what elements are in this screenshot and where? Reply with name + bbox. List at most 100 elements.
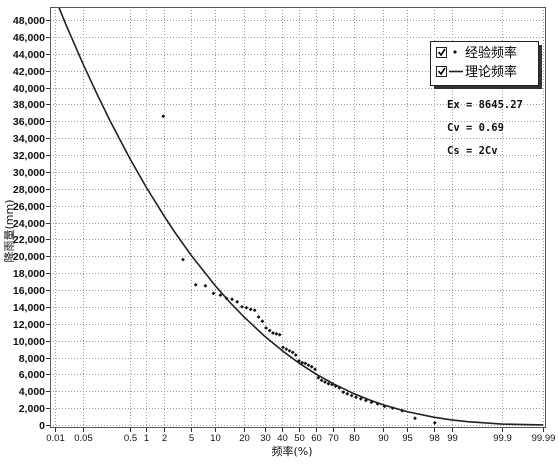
- x-tick-label: 99.9: [493, 433, 512, 444]
- legend-label: 经验频率: [465, 45, 517, 61]
- empirical-data-point: [267, 328, 272, 333]
- empirical-data-point: [271, 331, 275, 335]
- x-tick-label: 0.05: [74, 433, 93, 444]
- empirical-data-point: [244, 305, 249, 310]
- y-tick-label: 32,000: [13, 150, 45, 162]
- x-tick-label: 99.99: [532, 433, 556, 444]
- legend: 经验频率 理论频率: [430, 41, 542, 89]
- empirical-data-point: [432, 421, 437, 425]
- x-tick-label: 0.01: [46, 433, 65, 444]
- y-tick-label: 12,000: [13, 319, 45, 331]
- parameter-annotations: Ex = 8645.27 Cv = 0.69 Cs = 2Cv: [447, 99, 523, 157]
- y-tick-label: 30,000: [13, 167, 45, 179]
- legend-checkbox[interactable]: [436, 66, 447, 77]
- x-tick-label: 2: [162, 433, 167, 444]
- y-axis-title: 降雨量(mm): [2, 199, 16, 262]
- empirical-data-point: [323, 380, 327, 384]
- empirical-data-point: [309, 364, 314, 369]
- empirical-data-point: [330, 382, 334, 387]
- empirical-data-point: [181, 257, 185, 262]
- x-tick-label: 70: [328, 433, 339, 444]
- x-tick-label: 60: [311, 433, 322, 444]
- x-tick-label: 50: [294, 433, 305, 444]
- x-tick-label: 20: [239, 433, 250, 444]
- empirical-data-point: [341, 390, 346, 394]
- empirical-data-point: [354, 395, 358, 400]
- empirical-data-point: [358, 396, 363, 401]
- x-tick-label: 80: [349, 433, 360, 444]
- legend-marker-diamond: [453, 50, 457, 54]
- empirical-data-point: [349, 393, 354, 398]
- empirical-data-point: [300, 360, 305, 365]
- x-axis-title: 频率(%): [271, 444, 312, 458]
- y-tick-label: 24,000: [13, 218, 45, 230]
- empirical-data-point: [287, 348, 292, 353]
- empirical-data-point: [256, 315, 261, 319]
- axis-ticks: 0 2,000 4,000 6,000 8,000 10,000 12,000 14,000 1…: [13, 15, 556, 444]
- y-tick-label: 38,000: [13, 99, 45, 111]
- empirical-data-point: [248, 307, 253, 312]
- y-tick-label: 28,000: [13, 184, 45, 196]
- empirical-data-point: [316, 375, 321, 380]
- empirical-data-point: [319, 378, 324, 383]
- empirical-data-point: [230, 297, 234, 302]
- empirical-data-point: [326, 381, 331, 386]
- x-tick-label: 1: [144, 433, 149, 444]
- empirical-data-point: [264, 326, 268, 330]
- y-tick-label: 10,000: [13, 336, 45, 348]
- empirical-data-point: [235, 299, 240, 304]
- empirical-data-point: [260, 319, 265, 324]
- empirical-data-point: [203, 283, 208, 288]
- legend-checkbox[interactable]: [436, 47, 447, 58]
- check-icon: [437, 67, 446, 76]
- annotation-cs: Cs = 2Cv: [447, 145, 498, 157]
- y-tick-label: 8,000: [19, 353, 45, 365]
- y-tick-label: 42,000: [13, 66, 45, 78]
- legend-box: [430, 41, 539, 86]
- y-tick-label: 48,000: [13, 15, 45, 27]
- y-tick-label: 26,000: [13, 201, 45, 213]
- empirical-data-point: [218, 293, 223, 297]
- y-tick-label: 44,000: [13, 49, 45, 61]
- y-tick-label: 40,000: [13, 83, 45, 95]
- theoretical-frequency-curve: [57, 7, 544, 426]
- empirical-data-point: [369, 400, 374, 405]
- y-tick-label: 4,000: [19, 386, 45, 398]
- empirical-data-point: [290, 350, 295, 355]
- x-tick-label: 30: [260, 433, 271, 444]
- empirical-data-point: [313, 367, 317, 372]
- empirical-data-point: [284, 347, 289, 351]
- x-tick-label: 90: [378, 433, 389, 444]
- legend-item-empirical-frequency[interactable]: 经验频率: [436, 45, 518, 61]
- empirical-data-point: [293, 353, 298, 357]
- y-tick-label: 0: [39, 420, 45, 432]
- y-tick-label: 6,000: [19, 369, 45, 381]
- y-tick-label: 36,000: [13, 116, 45, 128]
- x-tick-label: 99: [447, 433, 458, 444]
- plot-series: [57, 7, 544, 426]
- y-tick-label: 2,000: [19, 403, 45, 415]
- empirical-data-point: [193, 283, 198, 287]
- annotation-cv: Cv = 0.69: [447, 122, 504, 134]
- x-tick-label: 10: [210, 433, 221, 444]
- x-tick-label: 40: [277, 433, 288, 444]
- y-tick-label: 46,000: [13, 32, 45, 44]
- empirical-data-point: [274, 332, 279, 336]
- plot-frame: [50, 7, 546, 428]
- legend-item-theoretical-frequency[interactable]: 理论频率: [436, 64, 518, 80]
- empirical-data-point: [211, 291, 216, 296]
- check-icon: [437, 48, 446, 57]
- empirical-data-point: [240, 305, 244, 309]
- annotation-ex: Ex = 8645.27: [447, 99, 523, 111]
- y-tick-label: 20,000: [13, 251, 45, 263]
- x-tick-label: 5: [189, 433, 194, 444]
- y-tick-label: 16,000: [13, 285, 45, 297]
- empirical-data-point: [306, 363, 311, 367]
- y-tick-label: 22,000: [13, 234, 45, 246]
- legend-label: 理论频率: [465, 64, 517, 80]
- empirical-data-point: [413, 416, 417, 421]
- y-tick-label: 14,000: [13, 302, 45, 314]
- empirical-data-point: [277, 332, 282, 337]
- x-tick-label: 95: [402, 433, 413, 444]
